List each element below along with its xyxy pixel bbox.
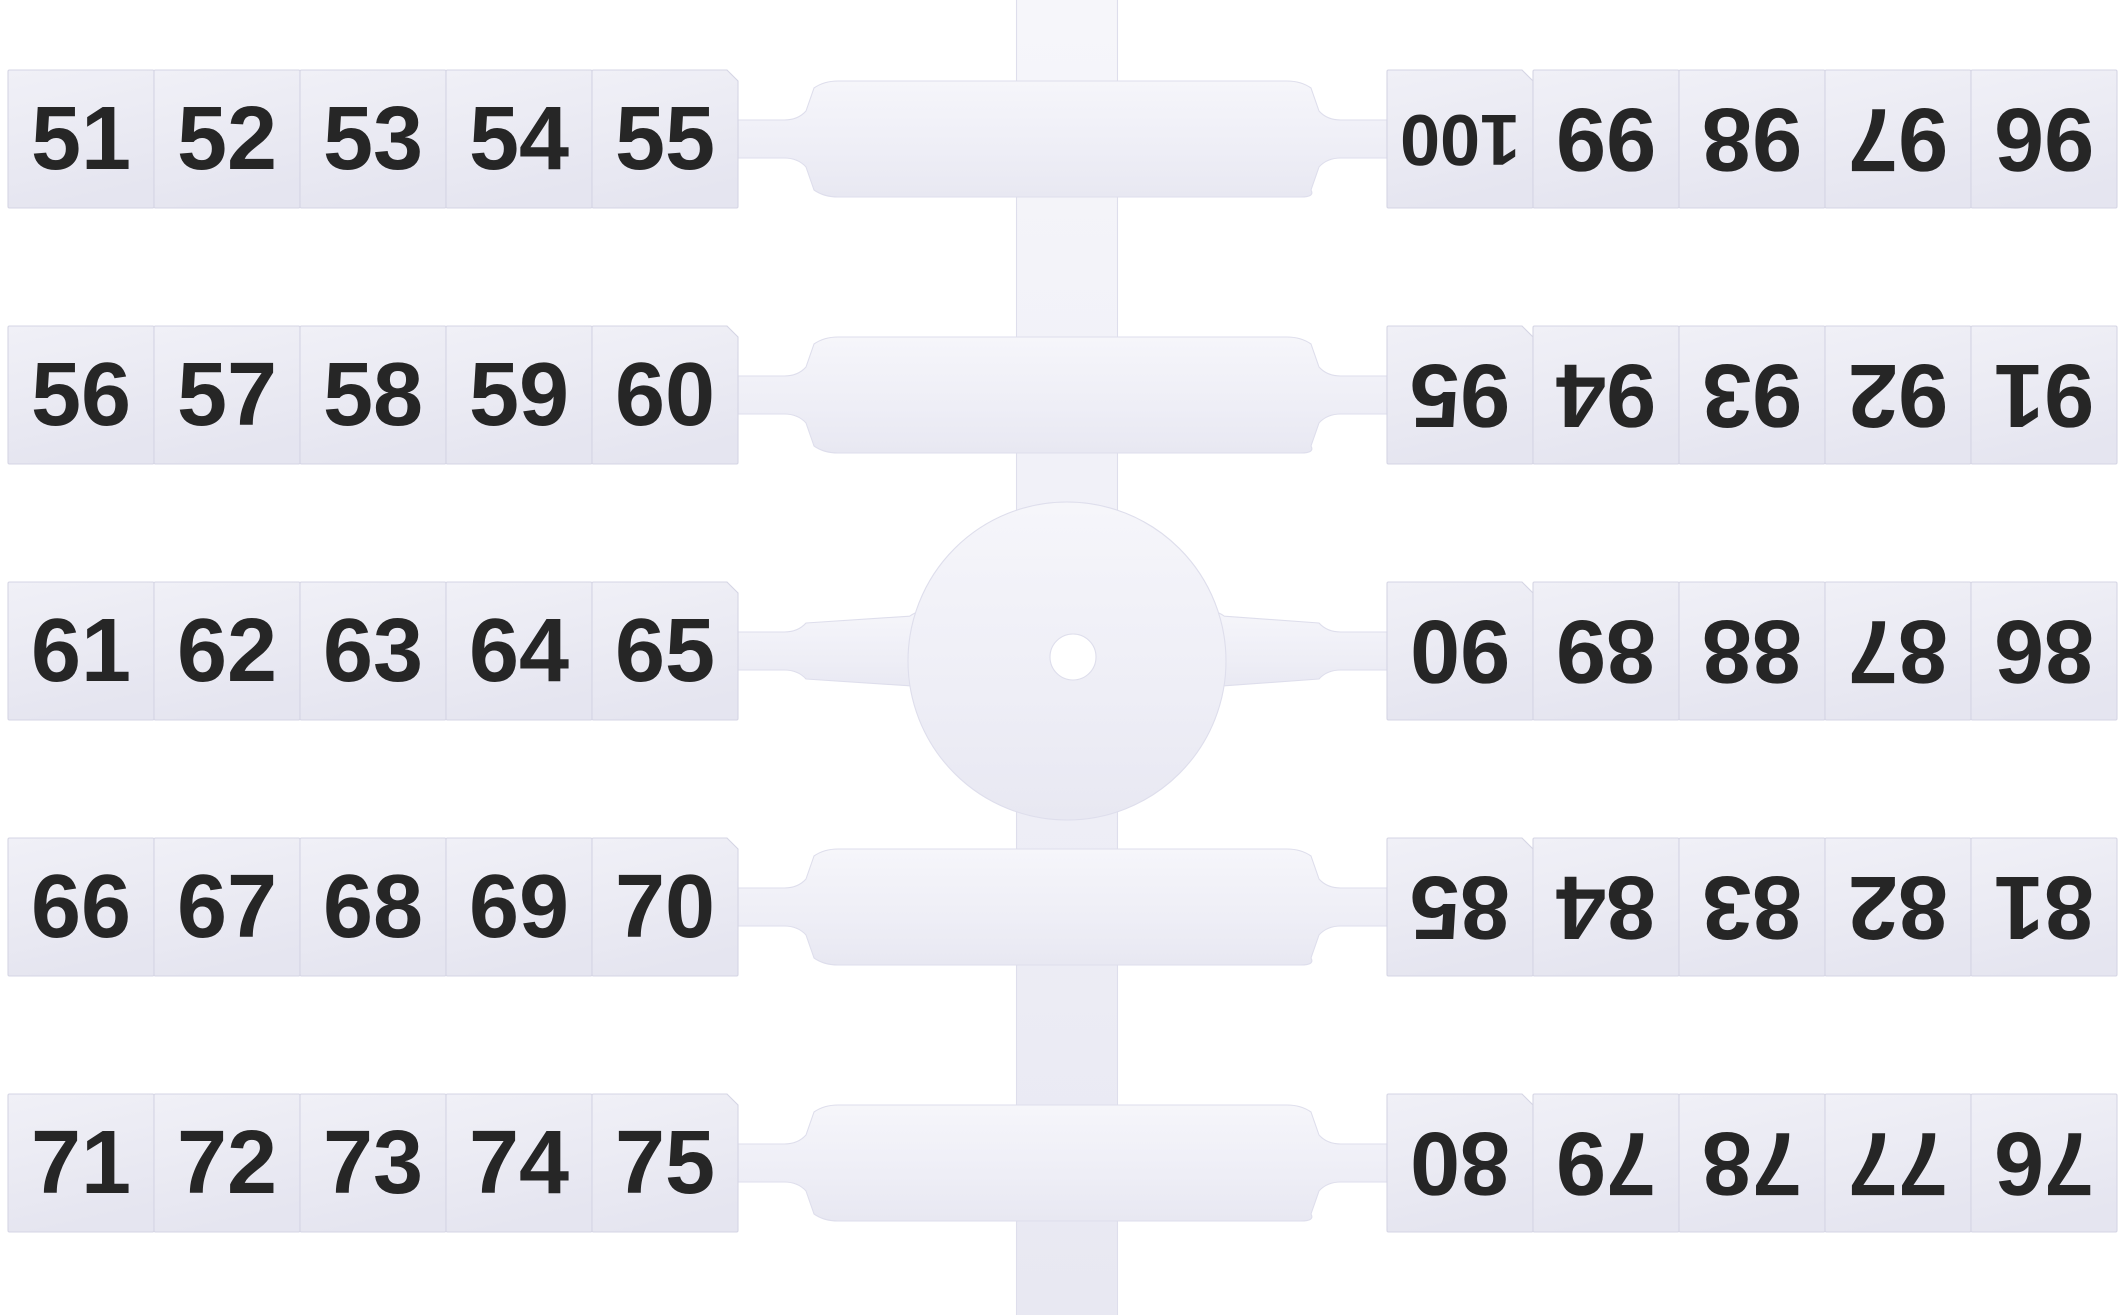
svg-text:70: 70 [615,857,715,957]
svg-text:95: 95 [1410,345,1510,445]
svg-text:73: 73 [323,1113,423,1213]
svg-text:64: 64 [469,601,569,701]
svg-text:59: 59 [469,345,569,445]
svg-text:71: 71 [31,1113,131,1213]
svg-text:61: 61 [31,601,131,701]
svg-text:97: 97 [1848,89,1948,189]
svg-text:66: 66 [31,857,131,957]
svg-text:72: 72 [177,1113,277,1213]
svg-text:98: 98 [1702,89,1802,189]
svg-text:82: 82 [1848,857,1948,957]
svg-text:81: 81 [1994,857,2094,957]
svg-text:57: 57 [177,345,277,445]
svg-text:100: 100 [1400,99,1520,179]
svg-text:84: 84 [1556,857,1656,957]
svg-text:63: 63 [323,601,423,701]
svg-text:77: 77 [1848,1113,1948,1213]
svg-text:87: 87 [1848,601,1948,701]
svg-text:74: 74 [469,1113,569,1213]
svg-text:62: 62 [177,601,277,701]
svg-text:91: 91 [1994,345,2094,445]
svg-text:56: 56 [31,345,131,445]
svg-text:58: 58 [323,345,423,445]
svg-text:99: 99 [1556,89,1656,189]
svg-text:67: 67 [177,857,277,957]
svg-text:75: 75 [615,1113,715,1213]
svg-text:86: 86 [1994,601,2094,701]
svg-text:60: 60 [615,345,715,445]
svg-text:53: 53 [323,89,423,189]
svg-text:90: 90 [1410,601,1510,701]
svg-text:94: 94 [1556,345,1656,445]
svg-text:89: 89 [1556,601,1656,701]
svg-text:68: 68 [323,857,423,957]
svg-text:78: 78 [1702,1113,1802,1213]
svg-text:96: 96 [1994,89,2094,189]
svg-text:52: 52 [177,89,277,189]
svg-text:55: 55 [615,89,715,189]
svg-text:83: 83 [1702,857,1802,957]
svg-text:80: 80 [1410,1113,1510,1213]
svg-text:79: 79 [1556,1113,1656,1213]
svg-text:65: 65 [615,601,715,701]
svg-text:92: 92 [1848,345,1948,445]
svg-text:51: 51 [31,89,131,189]
svg-text:85: 85 [1410,857,1510,957]
svg-text:54: 54 [469,89,569,189]
svg-text:76: 76 [1994,1113,2094,1213]
svg-text:69: 69 [469,857,569,957]
svg-text:88: 88 [1702,601,1802,701]
svg-text:93: 93 [1702,345,1802,445]
